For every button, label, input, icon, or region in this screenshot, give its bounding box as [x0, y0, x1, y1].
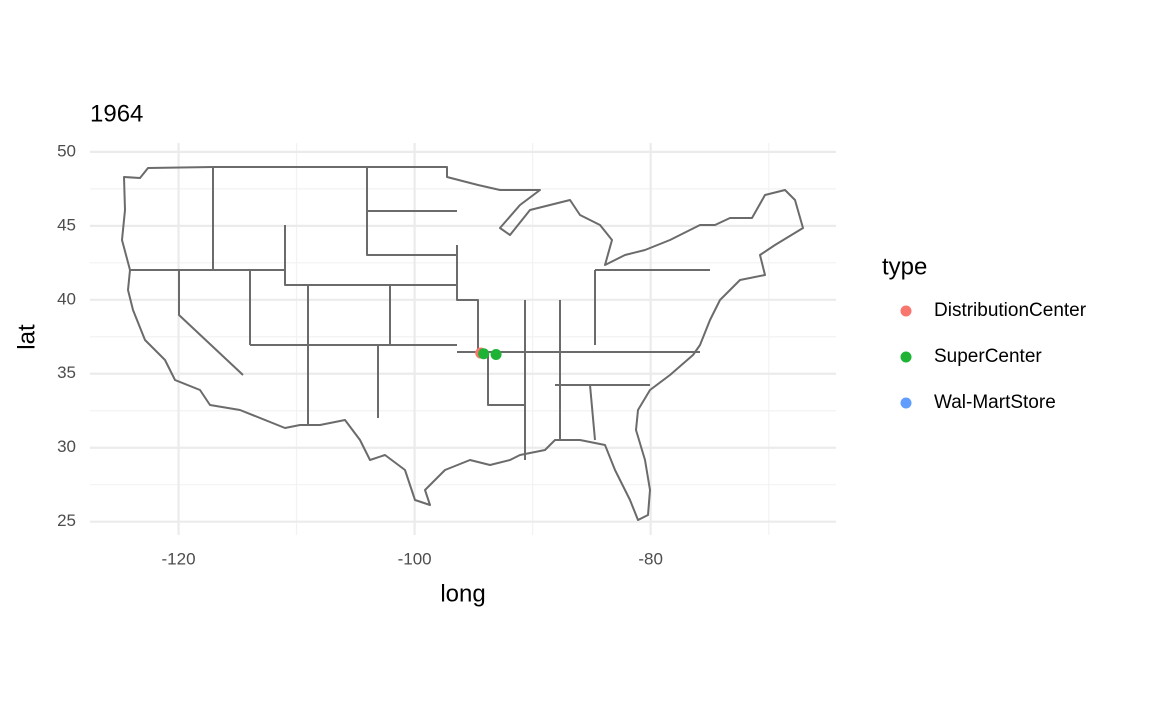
legend-label: DistributionCenter [934, 300, 1087, 321]
y-axis-label: lat [13, 324, 40, 350]
y-tick-label: 50 [57, 141, 76, 160]
us-map [121, 166, 804, 521]
x-tick-label: -100 [398, 549, 432, 568]
y-tick-label: 30 [57, 437, 76, 456]
legend-key [900, 397, 912, 409]
x-tick-label: -120 [162, 549, 196, 568]
legend-key [900, 305, 912, 317]
point [490, 349, 502, 361]
us-outline [121, 166, 804, 521]
state-borders [130, 167, 710, 460]
x-axis-label: long [440, 580, 485, 607]
y-tick-label: 35 [57, 363, 76, 382]
legend-key [900, 351, 912, 363]
grid [90, 143, 836, 535]
y-tick-label: 40 [57, 289, 76, 308]
plot-area [475, 347, 502, 361]
chart-title: 1964 [90, 100, 143, 127]
y-tick-label: 45 [57, 215, 76, 234]
y-tick-label: 25 [57, 511, 76, 530]
legend-label: Wal-MartStore [934, 392, 1056, 413]
legend-title: type [882, 253, 927, 280]
legend-label: SuperCenter [934, 346, 1042, 367]
x-tick-label: -80 [638, 549, 663, 568]
point [478, 348, 490, 360]
